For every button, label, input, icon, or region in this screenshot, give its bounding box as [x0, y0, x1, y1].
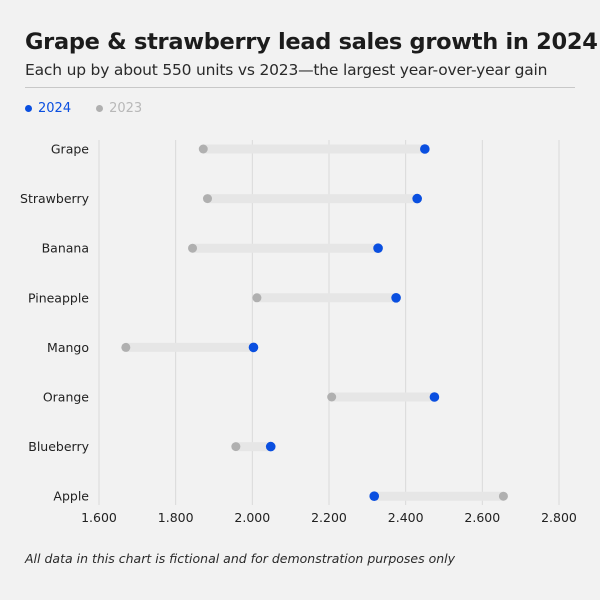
legend-marker-2024	[25, 105, 32, 112]
header-divider	[25, 87, 575, 88]
legend-label-2023: 2023	[109, 101, 143, 116]
legend-marker-2023	[96, 105, 104, 112]
x-tick-label: 2.600	[464, 510, 500, 525]
legend: 2024 2023	[25, 101, 167, 116]
point-2023	[121, 342, 131, 352]
point-2024	[391, 293, 401, 303]
category-label: Pineapple	[28, 290, 89, 305]
x-tick-label: 1.800	[158, 510, 194, 525]
category-label: Blueberry	[28, 439, 89, 454]
chart-subtitle: Each up by about 550 units vs 2023—the l…	[25, 61, 548, 79]
chart-title: Grape & strawberry lead sales growth in …	[25, 29, 598, 55]
point-2024	[420, 144, 430, 154]
point-2024	[369, 491, 380, 502]
category-label: Apple	[53, 489, 89, 504]
legend-label-2024: 2024	[38, 101, 72, 116]
point-2024	[248, 342, 259, 353]
x-tick-label: 2.200	[311, 510, 347, 525]
point-2024	[429, 392, 440, 402]
category-label: Mango	[47, 340, 89, 355]
category-label: Orange	[43, 390, 89, 405]
category-label: Banana	[42, 241, 89, 256]
legend-item-2023[interactable]: 2023	[96, 101, 142, 116]
x-tick-label: 2.400	[388, 510, 424, 525]
point-2023	[498, 491, 508, 501]
x-tick-label: 1.600	[81, 510, 117, 525]
category-label: Strawberry	[20, 191, 90, 206]
point-2023	[231, 442, 241, 452]
point-2023	[198, 144, 208, 154]
x-tick-label: 2.000	[234, 510, 270, 525]
point-2023	[202, 194, 212, 204]
legend-item-2024[interactable]: 2024	[25, 101, 71, 116]
x-tick-label: 2.800	[541, 510, 577, 525]
point-2023	[252, 293, 262, 303]
category-label: Grape	[51, 142, 89, 157]
point-2024	[373, 243, 383, 253]
point-2023	[327, 392, 337, 402]
point-2024	[265, 441, 276, 452]
footnote: All data in this chart is fictional and …	[25, 551, 456, 566]
point-2023	[188, 243, 198, 253]
point-2024	[412, 193, 422, 204]
